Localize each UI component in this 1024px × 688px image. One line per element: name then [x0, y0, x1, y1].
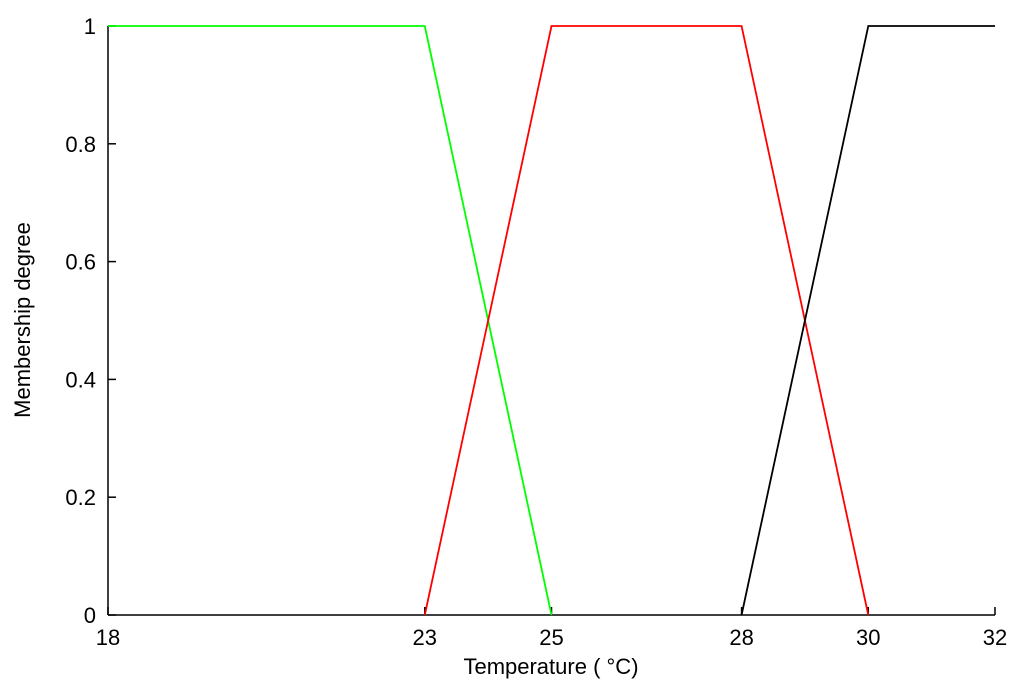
x-tick-label: 30	[856, 625, 880, 650]
y-tick-label: 0.6	[65, 250, 96, 275]
y-tick-label: 0	[84, 603, 96, 628]
y-tick-label: 1	[84, 14, 96, 39]
x-tick-label: 32	[983, 625, 1007, 650]
x-tick-label: 23	[413, 625, 437, 650]
y-tick-label: 0.8	[65, 132, 96, 157]
series-line	[423, 25, 870, 616]
x-tick-label: 28	[729, 625, 753, 650]
x-tick-label: 25	[539, 625, 563, 650]
series-line	[740, 25, 995, 616]
series-line	[108, 25, 553, 616]
x-tick-label: 18	[96, 625, 120, 650]
y-axis-label: Membership degree	[10, 222, 35, 418]
x-axis-label: Temperature ( °C)	[463, 654, 638, 679]
y-tick-label: 0.2	[65, 485, 96, 510]
y-tick-label: 0.4	[65, 367, 96, 392]
